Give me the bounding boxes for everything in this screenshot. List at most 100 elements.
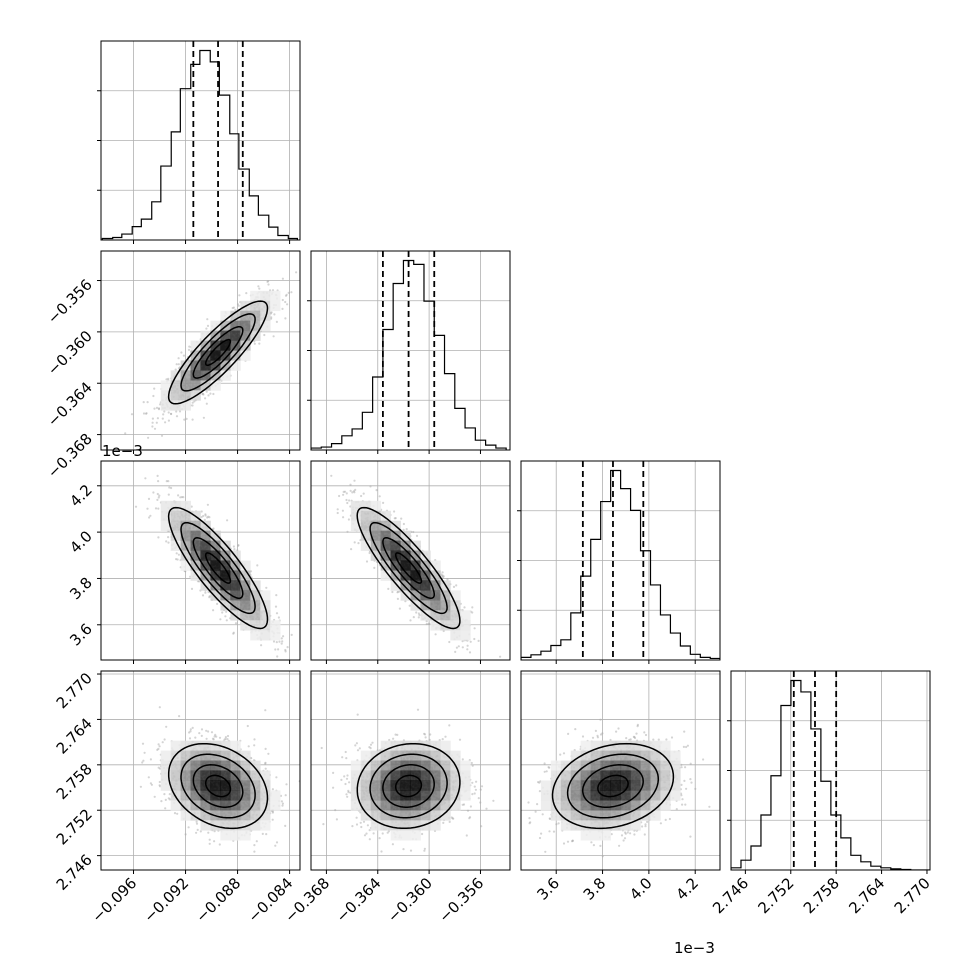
scatter-point: [203, 518, 206, 522]
density-cell: [250, 290, 261, 302]
scatter-point: [373, 566, 376, 570]
scatter-point: [187, 348, 191, 351]
scatter-point: [350, 548, 353, 551]
scatter-point: [349, 489, 352, 492]
density-cell: [200, 520, 211, 532]
scatter-point: [212, 392, 215, 396]
scatter-point: [216, 602, 219, 606]
density-cell: [180, 510, 191, 522]
scatter-point: [473, 637, 476, 641]
density-cell: [270, 300, 281, 312]
scatter-point: [448, 640, 451, 644]
scatter-point: [405, 528, 408, 531]
scatter-point: [287, 291, 290, 294]
scatter-point: [368, 551, 371, 555]
scatter-point: [393, 517, 396, 520]
scatter-point: [209, 392, 212, 395]
panel-frame: [100, 460, 301, 661]
hist-panel-1: [307, 250, 511, 454]
density-cell: [200, 330, 211, 341]
scatter-point: [265, 586, 268, 589]
scatter-point: [446, 578, 449, 581]
scatter-point: [281, 640, 284, 643]
scatter-point: [188, 345, 191, 348]
density-contour: [167, 300, 269, 405]
scatter-point: [402, 528, 405, 531]
scatter-point: [417, 616, 420, 619]
density-contour: [180, 313, 256, 392]
scatter-point: [402, 522, 405, 526]
scatter-point: [396, 597, 399, 601]
scatter-point: [234, 622, 238, 625]
scatter-point: [275, 320, 278, 323]
scatter-point: [130, 413, 134, 416]
scatter-point: [180, 496, 183, 499]
scatter-point: [175, 410, 178, 413]
density-cell: [220, 330, 231, 341]
scatter-point: [281, 298, 284, 302]
scatter-point: [277, 648, 280, 651]
density-cell: [170, 390, 181, 401]
scatter-point: [167, 377, 170, 380]
scatter-point: [351, 491, 354, 494]
scatter-point: [208, 595, 211, 598]
scatter-point: [441, 571, 444, 574]
density-cell: [260, 600, 271, 611]
scatter-point: [278, 640, 281, 643]
density-cell: [220, 340, 231, 351]
density-cell: [250, 590, 261, 601]
density-cell: [190, 570, 201, 581]
scatter-point: [280, 642, 283, 645]
scatter-point: [157, 408, 161, 411]
scatter-point: [152, 491, 155, 494]
scatter-point: [156, 498, 159, 501]
scatter-point: [336, 511, 339, 515]
density-cell: [230, 590, 241, 601]
scatter-point: [287, 674, 289, 676]
density-cell: [180, 530, 191, 541]
scatter-point: [212, 609, 215, 612]
scatter-point: [165, 378, 168, 381]
density-cell: [180, 560, 191, 571]
scatter-panel-2-0: 3.63.84.04.2: [66, 460, 301, 676]
density-cell: [230, 360, 241, 371]
scatter-point: [468, 651, 472, 654]
density-cell: [270, 620, 281, 631]
scatter-point: [461, 646, 464, 649]
y-tick-label: −0.356: [44, 276, 96, 328]
scatter-point: [204, 513, 207, 516]
scatter-point: [190, 587, 194, 591]
scatter-point: [145, 412, 148, 415]
density-cell: [170, 540, 181, 551]
scatter-point: [224, 615, 227, 618]
scatter-point: [146, 507, 149, 510]
scatter-point: [469, 640, 472, 643]
scatter-point: [149, 514, 152, 517]
scatter-point: [146, 401, 149, 404]
scatter-point: [273, 313, 276, 316]
scatter-point: [258, 342, 261, 345]
density-cell: [230, 600, 241, 611]
scatter-point: [167, 480, 170, 483]
scatter-panel-1-0: −0.368−0.364−0.360−0.356: [44, 250, 301, 482]
density-cell: [210, 360, 221, 371]
scatter-point: [455, 646, 458, 649]
scatter-point: [167, 419, 170, 422]
scatter-point: [158, 494, 161, 497]
scatter-point: [284, 317, 287, 320]
scatter-point: [454, 650, 457, 654]
density-contour: [192, 537, 244, 600]
density-cell: [240, 610, 251, 621]
scatter-point: [280, 637, 283, 640]
scatter-point: [258, 287, 261, 290]
y-tick-label: 3.6: [66, 620, 96, 650]
scatter-point: [272, 335, 275, 338]
density-cell: [180, 500, 191, 512]
density-cell: [220, 570, 231, 581]
density-cell: [160, 500, 172, 512]
scatter-point: [274, 648, 277, 651]
density-cell: [180, 380, 191, 391]
density-contour: [204, 552, 232, 584]
density-cell: [250, 610, 261, 621]
scatter-point: [275, 641, 278, 644]
